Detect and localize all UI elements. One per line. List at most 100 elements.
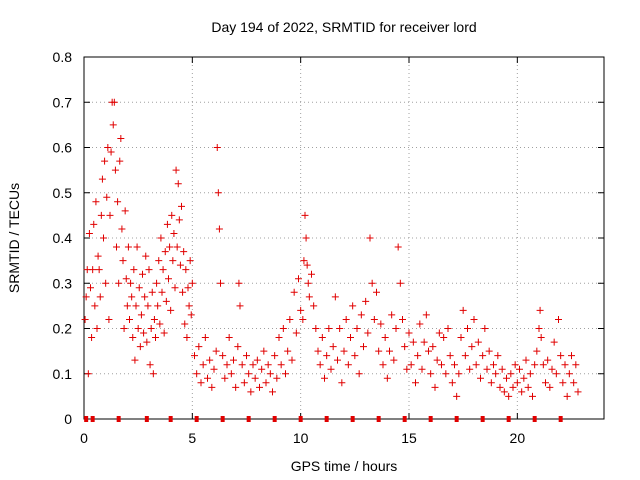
baseline-marker	[168, 416, 173, 422]
data-point	[360, 343, 367, 351]
baseline-marker	[506, 416, 511, 422]
data-point	[141, 293, 149, 301]
data-point	[149, 370, 157, 378]
y-axis: 0 0.1 0.2 0.3 0.4 0.5 0.6 0.7 0.8	[53, 49, 604, 427]
data-point	[173, 243, 181, 251]
data-point	[353, 325, 361, 332]
data-point	[249, 361, 257, 369]
y-tick-label: 0.3	[53, 275, 73, 291]
data-point	[100, 234, 107, 242]
data-point	[93, 325, 101, 332]
data-point	[425, 347, 432, 355]
data-point	[186, 257, 194, 265]
data-point	[240, 379, 248, 387]
data-point	[503, 374, 510, 382]
data-point	[505, 392, 513, 400]
data-point	[383, 374, 391, 382]
baseline-marker	[246, 416, 251, 422]
data-point	[349, 302, 357, 310]
data-point	[487, 379, 495, 387]
baseline-marker	[376, 416, 381, 422]
x-tick-label: 5	[188, 430, 196, 446]
data-point	[253, 356, 261, 364]
data-point	[235, 279, 243, 287]
data-point	[498, 365, 506, 373]
y-tick-label: 0.6	[53, 140, 73, 156]
data-point	[175, 216, 183, 224]
baseline-marker	[90, 416, 95, 422]
data-point	[121, 207, 129, 215]
data-point	[509, 383, 517, 391]
data-point	[377, 320, 385, 328]
data-point	[500, 388, 508, 396]
x-tick-label: 20	[510, 430, 526, 446]
data-point	[275, 334, 283, 342]
data-point	[520, 374, 528, 382]
data-point	[111, 166, 119, 174]
data-point	[347, 334, 354, 342]
data-point	[507, 370, 515, 378]
data-point	[88, 334, 96, 342]
data-point	[208, 383, 216, 391]
data-point	[163, 220, 171, 228]
data-point	[329, 343, 337, 351]
data-point	[103, 193, 111, 201]
data-point	[412, 379, 419, 387]
data-point	[284, 347, 292, 355]
baseline-marker	[350, 416, 355, 422]
data-point	[429, 343, 437, 351]
data-point	[137, 311, 145, 319]
data-point	[565, 370, 573, 378]
data-point	[102, 279, 110, 287]
data-point	[381, 334, 389, 342]
data-point	[323, 352, 331, 360]
data-point	[183, 334, 191, 342]
data-point	[416, 320, 424, 328]
data-point	[130, 266, 138, 274]
data-point	[84, 370, 92, 378]
baseline-marker	[402, 416, 407, 422]
data-point	[440, 334, 448, 342]
data-points	[81, 98, 582, 400]
data-point	[533, 347, 541, 355]
data-point	[165, 275, 172, 283]
data-point	[153, 279, 161, 287]
data-point	[321, 374, 328, 382]
data-point	[401, 343, 409, 351]
baseline-marker	[558, 416, 563, 422]
data-point	[444, 325, 452, 332]
data-point	[258, 365, 266, 373]
data-point	[357, 311, 365, 319]
data-point	[168, 211, 176, 219]
data-point	[126, 315, 133, 323]
data-point	[184, 284, 192, 292]
data-point	[299, 315, 307, 323]
data-point	[145, 266, 153, 274]
data-point	[342, 315, 350, 323]
data-point	[116, 157, 124, 165]
data-point	[219, 352, 227, 360]
data-point	[516, 365, 523, 373]
data-point	[110, 98, 118, 106]
data-point	[300, 257, 308, 265]
data-point	[351, 352, 359, 360]
data-point	[156, 320, 164, 328]
data-point	[355, 370, 363, 378]
data-point	[133, 243, 141, 251]
data-point	[392, 325, 400, 332]
data-point	[492, 370, 500, 378]
data-point	[308, 270, 315, 278]
data-point	[388, 311, 396, 319]
data-point	[129, 334, 137, 342]
data-point	[187, 311, 195, 319]
data-point	[474, 338, 482, 346]
data-point	[479, 352, 487, 360]
data-point	[94, 252, 102, 260]
data-point	[438, 361, 445, 369]
baseline-marker	[220, 416, 225, 422]
grid-layer	[84, 57, 604, 419]
x-axis-label: GPS time / hours	[291, 458, 398, 474]
y-tick-label: 0	[64, 411, 72, 427]
data-point	[120, 325, 128, 332]
baseline-marker	[194, 416, 199, 422]
